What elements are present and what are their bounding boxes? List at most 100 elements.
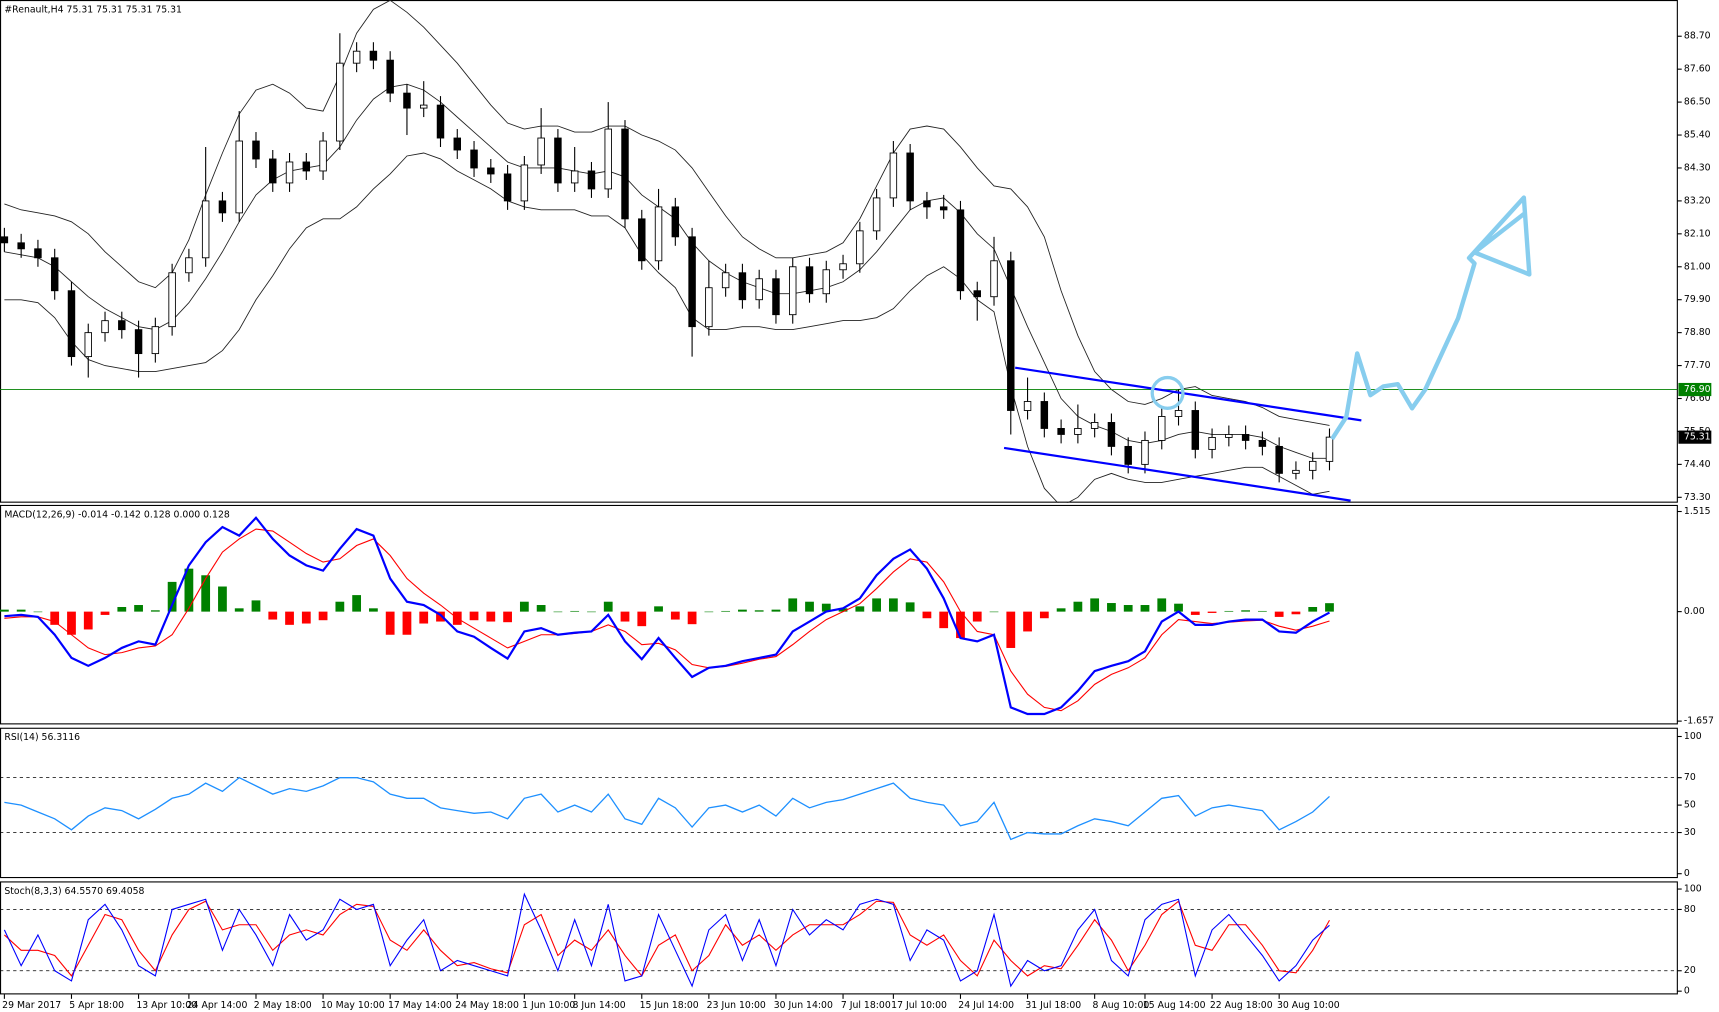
histogram-bar [519, 601, 529, 612]
histogram-bar [939, 611, 949, 629]
panel [0, 516, 1334, 716]
histogram-bar [1325, 603, 1334, 612]
histogram-bar [1006, 611, 1016, 648]
candle-body [201, 200, 210, 259]
candle-body [923, 200, 931, 208]
histogram-bar [50, 611, 60, 625]
histogram-bar [821, 603, 831, 612]
panel-title: MACD(12,26,9) -0.014 -0.142 0.128 0.000 … [4, 509, 229, 520]
histogram-bar [838, 608, 848, 612]
candle-body [1141, 439, 1149, 465]
candle-body [721, 272, 730, 289]
candle-body [705, 287, 713, 328]
x-tick-label: 8 Jun 14:00 [572, 1000, 625, 1011]
candle-body [185, 257, 193, 274]
candle-body [789, 266, 797, 316]
panel [0, 776, 1678, 841]
x-tick-label: 10 May 10:00 [321, 1000, 385, 1011]
histogram-bar [637, 611, 647, 627]
histogram-bar [620, 611, 630, 622]
histogram-bar [503, 611, 512, 623]
y-tick-label: 0.00 [1684, 606, 1705, 617]
candle-body [1308, 460, 1317, 471]
candle-body [587, 170, 596, 190]
candle-body [939, 206, 948, 211]
y-tick-label: 83.20 [1684, 195, 1711, 206]
candle-body [1258, 439, 1267, 447]
candle-body [218, 200, 227, 214]
candle-body [470, 149, 478, 169]
candle-body [1191, 410, 1200, 450]
histogram-bar [905, 602, 915, 612]
hline-label-box [1678, 382, 1712, 397]
histogram-bar [83, 611, 93, 630]
y-tick-label: 81.00 [1684, 261, 1711, 272]
histogram-bar [536, 605, 546, 612]
x-tick-label: 30 Jun 14:00 [774, 1000, 833, 1011]
y-tick-label: 82.10 [1684, 228, 1711, 239]
histogram-bar [553, 611, 563, 613]
candle-body [1040, 401, 1049, 429]
candle-body [101, 320, 109, 334]
histogram-bar [352, 595, 362, 612]
x-tick-label: 13 Apr 10:00 [136, 1000, 197, 1011]
panel-frame [0, 727, 1678, 879]
histogram-bar [218, 586, 227, 612]
candle-body [671, 206, 680, 238]
candle-body [419, 104, 428, 109]
panel-frame [0, 881, 1678, 995]
candle-body [537, 137, 545, 166]
y-tick-label: 100 [1684, 884, 1702, 895]
y-tick-label: 78.80 [1684, 327, 1711, 338]
candle-body [1007, 260, 1015, 411]
candle-body [1074, 428, 1082, 435]
candle-body [1090, 422, 1099, 429]
histogram-bar [972, 611, 982, 622]
histogram-bar [704, 611, 714, 613]
candle-body [554, 137, 562, 184]
candle-body [319, 140, 327, 172]
candle-body [487, 167, 495, 175]
candle-body [302, 161, 311, 172]
histogram-bar [1123, 605, 1133, 612]
histogram-bar [100, 611, 110, 615]
candle-body [822, 269, 831, 295]
last-price-label: 75.31 [1684, 432, 1711, 443]
histogram-bar [167, 581, 177, 612]
stoch-main [3, 892, 1330, 988]
candle-body [352, 50, 361, 64]
histogram-bar [335, 601, 345, 612]
histogram-bar [369, 608, 378, 612]
histogram-bar [855, 606, 865, 612]
x-tick-label: 17 May 14:00 [388, 1000, 452, 1011]
candle-body [386, 59, 394, 94]
y-tick-label: 77.70 [1684, 360, 1711, 371]
x-tick-label: 29 Mar 2017 [2, 1000, 61, 1011]
candle-body [1124, 445, 1132, 465]
y-tick-label: 50 [1684, 800, 1696, 811]
panel-frame [0, 0, 1678, 503]
candle-body [1023, 401, 1032, 411]
candle-body [688, 236, 696, 328]
x-tick-label: 15 Jun 18:00 [640, 1000, 699, 1011]
x-tick-label: 7 Jul 18:00 [841, 1000, 891, 1011]
candle-body [654, 206, 663, 262]
histogram-bar [1157, 598, 1167, 612]
candle-body [503, 173, 512, 202]
x-tick-label: 1 Jun 10:00 [522, 1000, 575, 1011]
histogram-bar [805, 601, 814, 612]
candle-body [151, 326, 160, 355]
y-tick-label: 0 [1684, 986, 1690, 997]
bollinger-upper [4, 0, 1330, 426]
histogram-bar [1107, 603, 1116, 612]
y-tick-label: 30 [1684, 827, 1696, 838]
stoch-signal [4, 900, 1330, 977]
histogram-bar [268, 611, 278, 620]
panel [0, 892, 1678, 988]
x-tick-label: 31 Jul 18:00 [1025, 1000, 1081, 1011]
panel-title: Stoch(8,3,3) 64.5570 69.4058 [4, 886, 144, 897]
x-tick-label: 24 Jul 14:00 [958, 1000, 1014, 1011]
candle-body [906, 152, 914, 202]
